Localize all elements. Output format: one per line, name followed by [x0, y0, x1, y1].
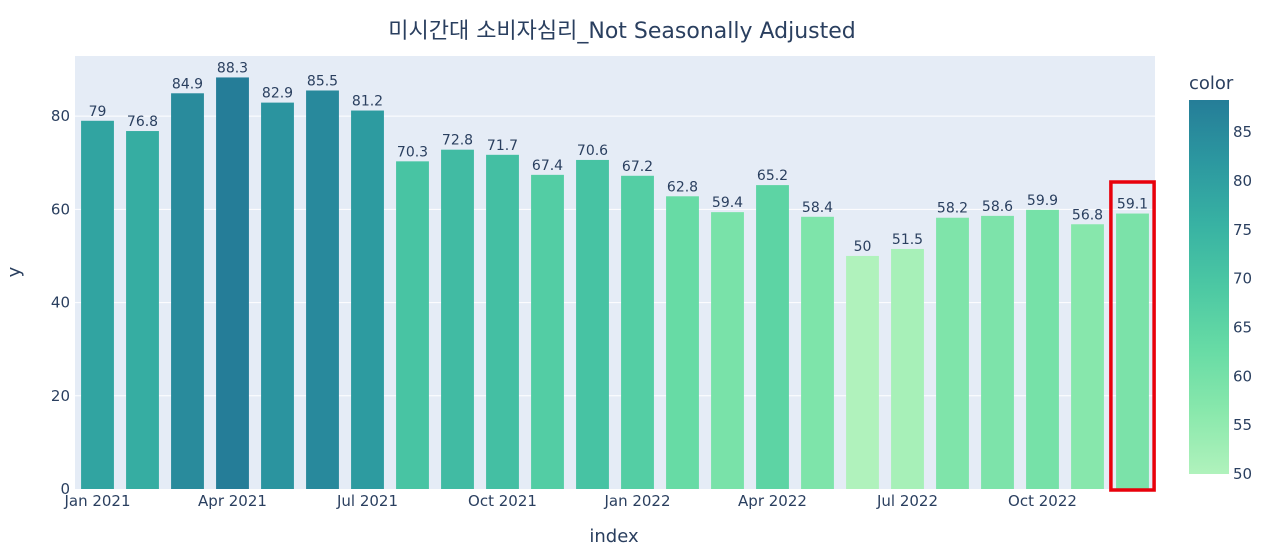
bar-data-label: 58.2 — [937, 201, 968, 217]
bars — [81, 77, 1149, 490]
bar — [1116, 213, 1149, 489]
bar — [306, 90, 339, 490]
bar-data-label: 70.3 — [397, 144, 428, 160]
x-tick-label: Oct 2021 — [468, 492, 537, 510]
bar — [621, 175, 654, 489]
bar — [711, 212, 744, 490]
bar — [756, 185, 789, 489]
bar — [216, 77, 249, 490]
x-tick-label: Jul 2022 — [876, 492, 938, 510]
bar — [441, 149, 474, 489]
y-tick-label: 40 — [51, 294, 70, 312]
bar-data-label: 56.8 — [1072, 207, 1103, 223]
colorbar-title: color — [1189, 73, 1234, 94]
bar — [351, 110, 384, 489]
x-tick-label: Apr 2021 — [198, 492, 267, 510]
y-tick-label: 0 — [60, 480, 70, 498]
gridlines — [75, 115, 1155, 397]
colorbar-tick-label: 55 — [1233, 416, 1252, 434]
bar-data-label: 65.2 — [757, 168, 788, 184]
bar — [936, 217, 969, 489]
bar-data-label: 58.4 — [802, 200, 833, 216]
y-axis-title: y — [4, 266, 25, 277]
bar — [1071, 224, 1104, 490]
colorbar — [1189, 100, 1229, 474]
bar-data-label: 88.3 — [217, 60, 248, 76]
bar-data-label: 84.9 — [172, 76, 203, 92]
bar-data-label: 76.8 — [127, 114, 158, 130]
bar-data-label: 70.6 — [577, 143, 608, 159]
colorbar-tick-label: 50 — [1233, 465, 1252, 483]
bar — [666, 196, 699, 489]
bar — [486, 154, 519, 489]
y-tick-label: 20 — [51, 387, 70, 405]
bar — [846, 255, 879, 489]
bar — [891, 248, 924, 489]
x-tick-labels: Jan 2021 Apr 2021 Jul 2021 Oct 2021 Jan 2022… — [63, 492, 1076, 510]
bar-data-label: 59.1 — [1117, 197, 1148, 213]
colorbar-tick-label: 65 — [1233, 319, 1252, 337]
plot-background — [75, 56, 1155, 489]
bar — [126, 131, 159, 490]
bar — [981, 215, 1014, 489]
bar — [261, 102, 294, 490]
bar-data-label: 58.6 — [982, 199, 1013, 215]
bar-data-label: 62.8 — [667, 179, 698, 195]
highlight-box — [1109, 180, 1156, 492]
bar-data-label: 72.8 — [442, 133, 473, 149]
bar-data-label: 50 — [854, 239, 872, 255]
x-tick-label: Jul 2021 — [336, 492, 398, 510]
bar — [801, 216, 834, 489]
colorbar-tick-labels: 50 55 60 65 70 75 80 85 — [1233, 123, 1252, 483]
bar — [531, 174, 564, 489]
bar-data-label: 59.4 — [712, 195, 743, 211]
chart-title: 미시간대 소비자심리_Not Seasonally Adjusted — [388, 19, 856, 44]
x-tick-label: Jan 2021 — [63, 492, 130, 510]
colorbar-tick-label: 80 — [1233, 172, 1252, 190]
bar-data-label: 67.2 — [622, 159, 653, 175]
bar — [396, 161, 429, 489]
x-tick-label: Oct 2022 — [1008, 492, 1077, 510]
bar — [576, 159, 609, 489]
bar — [1026, 209, 1059, 489]
colorbar-tick-label: 75 — [1233, 221, 1252, 239]
bar-data-label: 59.9 — [1027, 193, 1058, 209]
bar-data-label: 67.4 — [532, 158, 563, 174]
bar-data-labels: 79 76.8 84.9 88.3 82.9 85.5 81.2 70.3 72.8 71.7 67… — [89, 60, 1149, 255]
y-tick-label: 80 — [51, 107, 70, 125]
bar-data-label: 79 — [89, 104, 107, 120]
colorbar-tick-label: 60 — [1233, 367, 1252, 385]
colorbar-tick-label: 70 — [1233, 270, 1252, 288]
bar-data-label: 71.7 — [487, 138, 518, 154]
x-tick-label: Apr 2022 — [738, 492, 807, 510]
bar-data-label: 82.9 — [262, 86, 293, 102]
y-tick-label: 60 — [51, 200, 70, 218]
bar-data-label: 81.2 — [352, 94, 383, 110]
colorbar-tick-label: 85 — [1233, 123, 1252, 141]
x-tick-label: Jan 2022 — [603, 492, 670, 510]
bar-data-label: 85.5 — [307, 73, 338, 89]
bar — [171, 93, 204, 489]
x-axis-title: index — [589, 526, 639, 547]
bar-data-label: 51.5 — [892, 232, 923, 248]
bar — [81, 120, 114, 489]
y-tick-labels: 0 20 40 60 80 — [51, 107, 70, 498]
